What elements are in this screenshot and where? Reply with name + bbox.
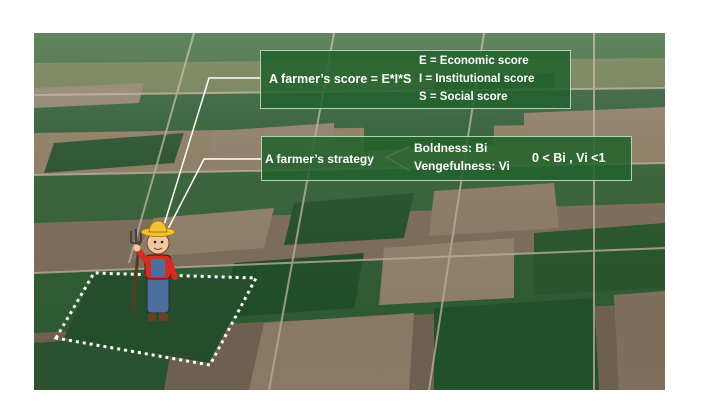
trait-constraint: 0 < Bi , Vi <1 — [532, 151, 606, 165]
strategy-label: A farmer’s strategy — [265, 152, 374, 166]
strategy-box: A farmer’s strategy Boldness: Bi Vengefu… — [261, 136, 632, 181]
aerial-farmland-scene: A farmer’s score = E*I*S E = Economic sc… — [34, 33, 665, 390]
score-definition-institutional: I = Institutional score — [419, 73, 535, 85]
score-definition-economic: E = Economic score — [419, 55, 529, 67]
score-definition-social: S = Social score — [419, 91, 508, 103]
score-formula-label: A farmer’s score = E*I*S — [269, 72, 412, 86]
trait-boldness: Boldness: Bi — [414, 141, 488, 155]
trait-vengefulness: Vengefulness: Vi — [414, 159, 510, 173]
score-box: A farmer’s score = E*I*S E = Economic sc… — [260, 50, 571, 109]
